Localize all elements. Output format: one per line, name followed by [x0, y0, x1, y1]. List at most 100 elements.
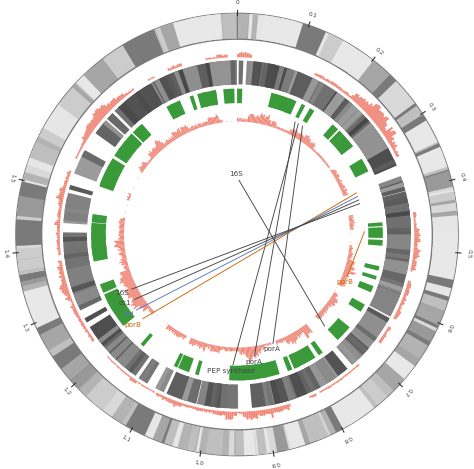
Polygon shape: [350, 228, 354, 230]
Polygon shape: [291, 129, 295, 136]
Polygon shape: [56, 196, 64, 199]
Polygon shape: [127, 92, 130, 94]
Polygon shape: [195, 340, 198, 345]
Polygon shape: [413, 253, 419, 256]
Polygon shape: [57, 260, 62, 263]
Polygon shape: [349, 219, 354, 221]
Polygon shape: [377, 117, 389, 127]
Polygon shape: [173, 330, 177, 335]
Polygon shape: [261, 15, 303, 47]
Polygon shape: [432, 233, 458, 255]
Polygon shape: [309, 413, 328, 440]
Polygon shape: [376, 284, 401, 300]
Polygon shape: [118, 366, 120, 369]
Polygon shape: [119, 277, 133, 284]
Polygon shape: [60, 191, 65, 194]
Polygon shape: [78, 318, 82, 321]
Polygon shape: [205, 121, 208, 126]
Polygon shape: [59, 264, 63, 266]
Polygon shape: [405, 289, 410, 292]
Polygon shape: [79, 148, 82, 151]
Polygon shape: [45, 332, 73, 356]
Polygon shape: [57, 231, 60, 233]
Polygon shape: [126, 286, 137, 293]
Polygon shape: [314, 151, 317, 153]
Polygon shape: [23, 156, 54, 188]
Polygon shape: [429, 191, 457, 222]
Polygon shape: [91, 226, 106, 230]
Polygon shape: [161, 395, 163, 398]
Polygon shape: [368, 239, 383, 246]
Polygon shape: [128, 287, 137, 293]
Polygon shape: [132, 293, 141, 299]
Polygon shape: [368, 222, 383, 227]
Polygon shape: [178, 355, 194, 372]
Polygon shape: [342, 337, 364, 358]
Polygon shape: [180, 376, 194, 401]
Polygon shape: [80, 146, 82, 149]
Text: 0.8: 0.8: [342, 434, 353, 443]
Polygon shape: [385, 252, 410, 260]
Polygon shape: [67, 265, 102, 310]
Polygon shape: [119, 253, 126, 256]
Polygon shape: [179, 376, 201, 403]
Polygon shape: [353, 368, 356, 370]
Polygon shape: [169, 68, 172, 70]
Polygon shape: [173, 137, 175, 140]
Polygon shape: [191, 339, 195, 346]
Polygon shape: [257, 410, 260, 415]
Polygon shape: [269, 120, 272, 126]
Polygon shape: [376, 116, 388, 126]
Text: 0.4: 0.4: [458, 172, 465, 182]
Polygon shape: [309, 356, 338, 387]
Polygon shape: [219, 120, 220, 123]
Polygon shape: [237, 54, 239, 57]
Polygon shape: [379, 124, 387, 130]
Polygon shape: [91, 245, 108, 262]
Polygon shape: [277, 407, 281, 412]
Polygon shape: [320, 157, 323, 159]
Polygon shape: [272, 17, 298, 46]
Polygon shape: [110, 360, 113, 362]
Polygon shape: [27, 147, 57, 173]
Polygon shape: [110, 337, 132, 359]
Polygon shape: [213, 117, 216, 124]
Polygon shape: [263, 344, 265, 348]
Polygon shape: [333, 293, 338, 297]
Polygon shape: [114, 245, 125, 247]
Polygon shape: [123, 218, 125, 219]
Text: 0.6: 0.6: [446, 323, 454, 333]
Polygon shape: [382, 336, 385, 339]
Polygon shape: [338, 388, 374, 424]
Polygon shape: [85, 328, 87, 331]
Polygon shape: [226, 54, 228, 58]
Polygon shape: [58, 195, 64, 197]
Polygon shape: [92, 113, 101, 121]
Polygon shape: [237, 118, 238, 121]
Polygon shape: [378, 122, 387, 129]
Polygon shape: [201, 124, 203, 127]
Polygon shape: [286, 336, 290, 342]
Polygon shape: [290, 71, 318, 102]
Polygon shape: [85, 130, 91, 135]
Text: porA: porA: [245, 122, 295, 365]
Polygon shape: [121, 272, 131, 276]
Polygon shape: [301, 326, 310, 337]
Polygon shape: [344, 375, 346, 377]
Polygon shape: [120, 250, 125, 252]
Polygon shape: [343, 192, 347, 195]
Polygon shape: [215, 383, 228, 408]
Polygon shape: [288, 129, 292, 134]
Polygon shape: [273, 122, 276, 128]
Polygon shape: [322, 91, 370, 137]
Polygon shape: [338, 182, 342, 185]
Polygon shape: [141, 384, 144, 386]
Polygon shape: [341, 277, 346, 280]
Polygon shape: [120, 276, 132, 282]
Polygon shape: [316, 412, 330, 437]
Polygon shape: [58, 202, 63, 205]
Polygon shape: [100, 178, 116, 191]
Polygon shape: [128, 291, 140, 299]
Polygon shape: [61, 279, 66, 281]
Polygon shape: [211, 345, 213, 352]
